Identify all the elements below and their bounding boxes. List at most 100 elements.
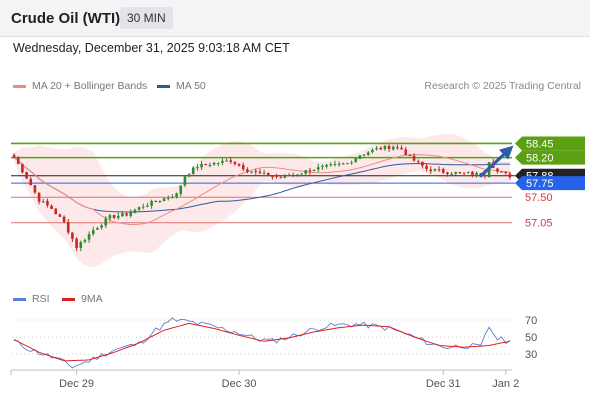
legend-9ma: 9MA bbox=[62, 293, 103, 305]
candle bbox=[371, 148, 374, 154]
research-credit: Research © 2025 Trading Central bbox=[424, 80, 581, 92]
rsi-tick-label: 70 bbox=[525, 315, 537, 327]
rsi-tick-label: 30 bbox=[525, 349, 537, 361]
candle bbox=[400, 145, 403, 150]
candle bbox=[266, 172, 270, 177]
candle bbox=[33, 184, 37, 195]
candle bbox=[162, 197, 166, 202]
level-tag-text: 58.20 bbox=[526, 153, 554, 165]
candle bbox=[146, 202, 149, 208]
candle bbox=[83, 238, 87, 244]
time-axis: Dec 29 Dec 30 Dec 31 Jan 2 bbox=[10, 369, 519, 390]
candle bbox=[391, 145, 395, 151]
rsi-ma9-line bbox=[13, 322, 510, 362]
candle bbox=[104, 216, 108, 229]
candle bbox=[304, 169, 308, 175]
candle bbox=[446, 171, 449, 177]
instrument-title: Crude Oil (WTI) bbox=[11, 10, 121, 27]
level-label-57-05: 57.05 bbox=[525, 218, 553, 230]
candle bbox=[366, 150, 370, 157]
candle bbox=[116, 212, 120, 221]
candle bbox=[225, 158, 228, 162]
candle bbox=[346, 162, 349, 165]
candle bbox=[408, 154, 412, 157]
level-tag-58-45: 58.45 bbox=[515, 136, 585, 151]
candle bbox=[91, 226, 95, 237]
candle bbox=[500, 171, 503, 173]
candle bbox=[183, 176, 187, 188]
candle bbox=[496, 167, 499, 174]
legend-ma20-label: MA 20 + Bollinger Bands bbox=[32, 80, 148, 92]
candle bbox=[129, 209, 133, 218]
candle bbox=[166, 195, 170, 201]
candle bbox=[79, 240, 83, 252]
ma50-line bbox=[13, 157, 510, 213]
candle bbox=[241, 162, 245, 172]
rsi-swatch bbox=[13, 297, 26, 301]
timeframe-badge[interactable]: 30 MIN bbox=[120, 7, 173, 29]
candle bbox=[233, 160, 237, 166]
candle bbox=[87, 231, 91, 243]
candle bbox=[237, 163, 241, 167]
candle bbox=[321, 164, 324, 170]
candle bbox=[300, 173, 303, 177]
candle bbox=[333, 160, 337, 167]
candle bbox=[54, 208, 58, 215]
timestamp: Wednesday, December 31, 2025 9:03:18 AM … bbox=[13, 41, 290, 55]
candle bbox=[358, 154, 362, 160]
level-tag-57-75: 57.75 bbox=[515, 176, 585, 191]
candle bbox=[450, 171, 453, 176]
candle bbox=[362, 154, 366, 157]
candle bbox=[154, 200, 158, 203]
candle bbox=[462, 172, 466, 177]
level-tag-text: 58.45 bbox=[526, 138, 554, 150]
candle bbox=[125, 211, 128, 217]
candle bbox=[46, 198, 49, 208]
candle bbox=[441, 167, 445, 175]
candle bbox=[508, 171, 512, 180]
legend-ma20: MA 20 + Bollinger Bands bbox=[13, 80, 147, 92]
candle bbox=[379, 146, 383, 151]
candle bbox=[25, 171, 28, 180]
candle bbox=[383, 145, 387, 152]
candle bbox=[412, 153, 416, 162]
candle bbox=[133, 208, 137, 214]
candle bbox=[275, 173, 278, 179]
legend-ma50-label: MA 50 bbox=[176, 80, 206, 92]
candle bbox=[454, 171, 458, 176]
candle bbox=[75, 237, 78, 252]
candle bbox=[50, 204, 53, 210]
candle bbox=[296, 174, 299, 177]
candle bbox=[191, 165, 195, 175]
ma9-swatch bbox=[62, 297, 75, 301]
legend-rsi-label: RSI bbox=[32, 293, 50, 305]
candle bbox=[96, 226, 99, 231]
candle bbox=[250, 171, 253, 174]
candle bbox=[471, 170, 474, 178]
candle bbox=[158, 200, 162, 204]
time-tick-label: Dec 31 bbox=[426, 378, 461, 390]
ma20-swatch bbox=[13, 84, 26, 88]
candle bbox=[246, 167, 249, 174]
candle bbox=[16, 156, 20, 165]
candle bbox=[475, 171, 478, 178]
candle bbox=[221, 158, 224, 166]
rsi-line bbox=[14, 317, 511, 369]
candle bbox=[458, 171, 462, 175]
candle bbox=[254, 168, 258, 175]
level-label-57-50: 57.50 bbox=[525, 192, 553, 204]
candle bbox=[308, 168, 312, 175]
candle bbox=[258, 168, 262, 175]
candle bbox=[179, 185, 183, 197]
candle bbox=[504, 171, 508, 175]
candle bbox=[41, 198, 45, 203]
candle bbox=[171, 194, 174, 199]
candle bbox=[437, 166, 441, 172]
candle bbox=[204, 163, 208, 166]
candle bbox=[279, 175, 283, 179]
candle bbox=[312, 169, 316, 172]
candle bbox=[404, 146, 408, 156]
candle bbox=[62, 215, 66, 224]
